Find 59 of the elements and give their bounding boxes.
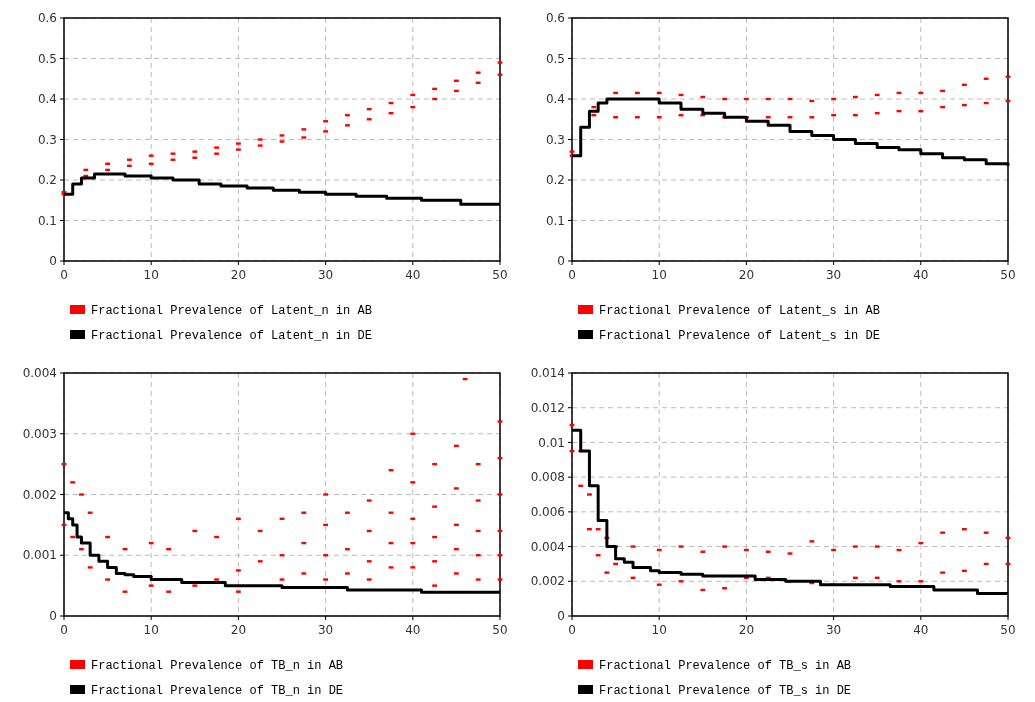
y-tick-label: 0.3 <box>545 132 565 147</box>
x-tick-label: 40 <box>405 623 421 637</box>
y-tick-label: 0.1 <box>37 213 57 228</box>
y-tick-label: 0 <box>49 254 57 269</box>
legend-label: Fractional Prevalence of TB_n in AB <box>91 659 344 673</box>
x-tick-label: 0 <box>60 623 68 637</box>
y-tick-label: 0.012 <box>530 400 565 415</box>
legend-label: Fractional Prevalence of Latent_s in AB <box>599 304 880 318</box>
y-tick-label: 0 <box>49 609 57 624</box>
y-tick-label: 0.002 <box>530 574 565 589</box>
y-tick-label: 0.006 <box>530 505 565 520</box>
y-tick-label: 0.2 <box>545 173 565 188</box>
y-tick-label: 0.008 <box>530 470 565 485</box>
x-tick-label: 30 <box>317 268 334 282</box>
x-tick-label: 10 <box>143 268 159 282</box>
y-tick-label: 0.004 <box>22 366 57 381</box>
y-tick-label: 0 <box>557 609 565 624</box>
y-tick-label: 0.4 <box>37 92 57 107</box>
x-tick-label: 50 <box>1000 268 1016 282</box>
x-tick-label: 50 <box>1000 623 1016 637</box>
x-tick-label: 20 <box>738 623 755 637</box>
y-tick-label: 0.002 <box>22 487 57 502</box>
y-tick-label: 0.3 <box>37 132 57 147</box>
y-tick-label: 0.014 <box>530 366 565 381</box>
x-tick-label: 20 <box>230 268 247 282</box>
x-tick-label: 20 <box>230 623 247 637</box>
x-tick-label: 20 <box>738 268 755 282</box>
x-tick-label: 10 <box>143 623 159 637</box>
x-tick-label: 40 <box>405 268 421 282</box>
y-tick-label: 0.004 <box>530 539 565 554</box>
x-tick-label: 0 <box>60 268 68 282</box>
x-tick-label: 0 <box>568 268 576 282</box>
y-tick-label: 0.4 <box>545 92 565 107</box>
legend-label: Fractional Prevalence of TB_n in DE <box>91 684 344 698</box>
x-tick-label: 40 <box>913 268 929 282</box>
legend-label: Fractional Prevalence of TB_s in DE <box>599 684 852 698</box>
x-tick-label: 30 <box>317 623 334 637</box>
x-tick-label: 50 <box>492 268 508 282</box>
y-tick-label: 0.2 <box>37 173 57 188</box>
y-tick-label: 0.5 <box>545 51 565 66</box>
legend-label: Fractional Prevalence of TB_s in AB <box>599 659 852 673</box>
x-tick-label: 50 <box>492 623 508 637</box>
x-tick-label: 30 <box>825 623 842 637</box>
y-tick-label: 0.001 <box>22 548 57 563</box>
x-tick-label: 0 <box>568 623 576 637</box>
y-tick-label: 0 <box>557 254 565 269</box>
y-tick-label: 0.1 <box>545 213 565 228</box>
y-tick-label: 0.003 <box>22 426 57 441</box>
y-tick-label: 0.6 <box>37 11 57 26</box>
legend-label: Fractional Prevalence of Latent_n in AB <box>91 304 372 318</box>
y-tick-label: 0.01 <box>538 435 565 450</box>
x-tick-label: 30 <box>825 268 842 282</box>
x-tick-label: 10 <box>651 268 667 282</box>
x-tick-label: 40 <box>913 623 929 637</box>
y-tick-label: 0.5 <box>37 51 57 66</box>
legend-label: Fractional Prevalence of Latent_n in DE <box>91 329 372 343</box>
x-tick-label: 10 <box>651 623 667 637</box>
legend-label: Fractional Prevalence of Latent_s in DE <box>599 329 880 343</box>
y-tick-label: 0.6 <box>545 11 565 26</box>
